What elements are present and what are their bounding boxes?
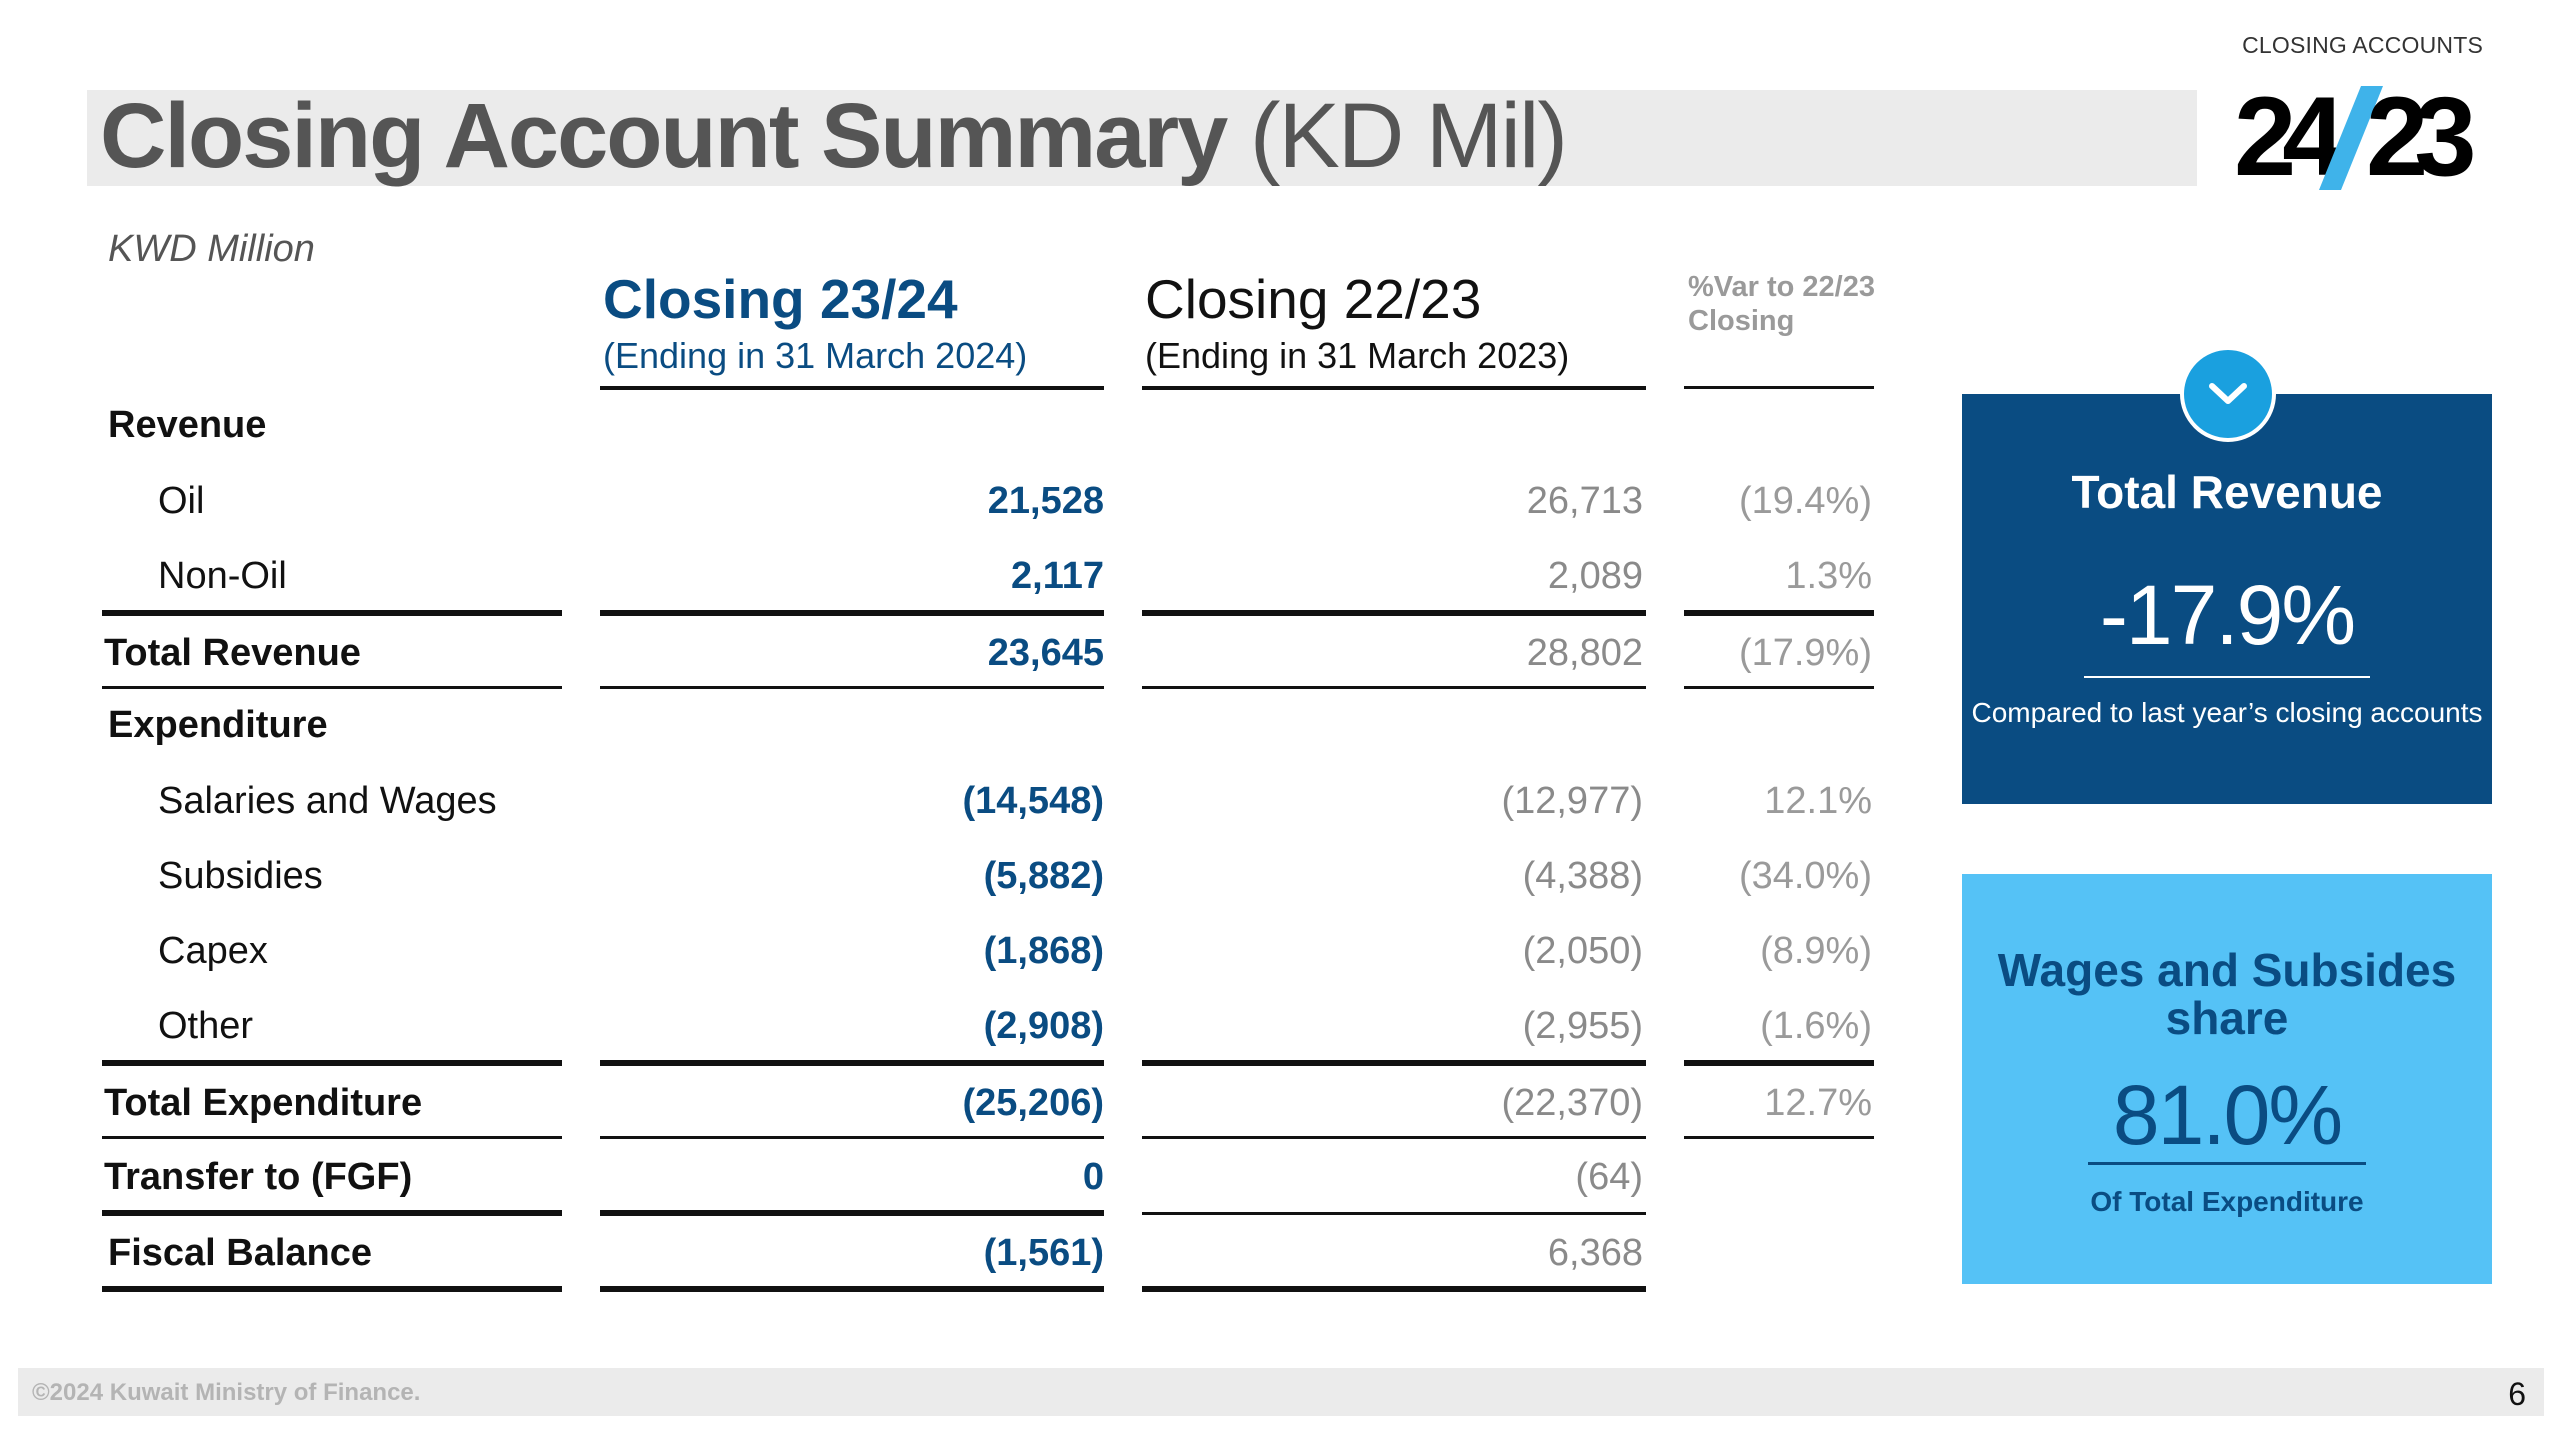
rule-below-total-expenditure — [1142, 1136, 1646, 1139]
rule-above-total-revenue — [1142, 610, 1646, 616]
rule-below-total-expenditure — [1684, 1136, 1874, 1139]
row-label-salaries: Salaries and Wages — [158, 780, 497, 822]
wages-share-card: Wages and Subsides share 81.0% Of Total … — [1962, 874, 2492, 1284]
cell-non-oil-current: 2,117 — [1011, 555, 1104, 597]
row-label-transfer: Transfer to (FGF) — [104, 1156, 413, 1198]
row-label-total-revenue: Total Revenue — [104, 632, 361, 674]
rule-below-total-revenue — [1684, 686, 1874, 689]
rule-above-total-expenditure — [1142, 1060, 1646, 1066]
total-revenue-card-caption: Compared to last year’s closing accounts — [1971, 697, 2483, 728]
page-title-unit: (KD Mil) — [1249, 85, 1568, 187]
header-rule-previous — [1142, 386, 1646, 390]
rule-above-fiscal-balance — [102, 1210, 562, 1216]
total-revenue-card: Total Revenue -17.9% Compared to last ye… — [1962, 394, 2492, 804]
rule-above-total-revenue — [1684, 610, 1874, 616]
rule-above-total-expenditure — [102, 1060, 562, 1066]
footer-band: ©2024 Kuwait Ministry of Finance. — [18, 1368, 2544, 1416]
page-number: 6 — [2508, 1376, 2526, 1412]
cell-salaries-variance: 12.1% — [1764, 780, 1872, 822]
row-label-revenue: Revenue — [108, 404, 267, 446]
copyright-notice: ©2024 Kuwait Ministry of Finance. — [32, 1379, 421, 1406]
logo-number-left: 24 — [2234, 74, 2345, 199]
cell-non-oil-previous: 2,089 — [1547, 555, 1643, 597]
rule-above-total-revenue — [600, 610, 1104, 616]
header-rule-current — [600, 386, 1104, 390]
table-unit-label: KWD Million — [108, 228, 315, 270]
rule-above-fiscal-balance — [600, 1210, 1104, 1216]
row-label-total-expenditure: Total Expenditure — [104, 1082, 423, 1124]
cell-capex-previous: (2,050) — [1522, 930, 1643, 972]
page-title-main: Closing Account Summary — [100, 85, 1228, 187]
total-revenue-card-title: Total Revenue — [2071, 466, 2383, 518]
rule-below-total-expenditure — [600, 1136, 1104, 1139]
row-label-capex: Capex — [158, 930, 268, 972]
header-rule-variance — [1684, 386, 1874, 389]
column-previous-subtitle: (Ending in 31 March 2023) — [1145, 335, 1570, 376]
cell-fiscal-balance-current: (1,561) — [983, 1232, 1104, 1274]
row-label-expenditure: Expenditure — [108, 704, 328, 746]
cell-total-revenue-variance: (17.9%) — [1738, 632, 1872, 674]
rule-above-total-expenditure — [600, 1060, 1104, 1066]
cell-salaries-current: (14,548) — [962, 780, 1104, 822]
wages-share-card-caption: Of Total Expenditure — [2090, 1186, 2364, 1217]
cell-total-revenue-current: 23,645 — [987, 632, 1104, 674]
rule-above-fiscal-balance — [1142, 1212, 1646, 1215]
cell-other-previous: (2,955) — [1522, 1005, 1643, 1047]
cell-salaries-previous: (12,977) — [1501, 780, 1643, 822]
section-kicker: CLOSING ACCOUNTS — [2242, 32, 2483, 58]
cell-total-revenue-previous: 28,802 — [1526, 632, 1643, 674]
column-current-subtitle: (Ending in 31 March 2024) — [603, 335, 1028, 376]
cell-transfer-current: 0 — [1082, 1156, 1104, 1198]
rule-above-total-revenue — [102, 610, 562, 616]
rule-bottom-fiscal-balance — [102, 1286, 562, 1292]
wages-share-card-divider — [2088, 1162, 2366, 1165]
cell-oil-current: 21,528 — [987, 480, 1104, 522]
cell-fiscal-balance-previous: 6,368 — [1547, 1232, 1643, 1274]
rule-bottom-fiscal-balance — [1142, 1286, 1646, 1292]
rule-below-total-expenditure — [102, 1136, 562, 1139]
column-current-title: Closing 23/24 — [603, 268, 958, 330]
cell-non-oil-variance: 1.3% — [1785, 555, 1872, 597]
brand-logo: 24 23 — [2234, 74, 2484, 199]
chevron-down-icon — [2209, 383, 2247, 404]
cell-capex-current: (1,868) — [983, 930, 1104, 972]
total-revenue-card-value: -17.9% — [2099, 568, 2356, 662]
cell-total-expenditure-previous: (22,370) — [1501, 1082, 1643, 1124]
cell-total-expenditure-current: (25,206) — [962, 1082, 1104, 1124]
column-header-current: Closing 23/24 (Ending in 31 March 2024) — [603, 268, 1027, 378]
total-revenue-card-divider — [2084, 676, 2370, 678]
rule-below-total-revenue — [600, 686, 1104, 689]
cell-transfer-previous: (64) — [1575, 1156, 1643, 1198]
wages-share-card-title: Wages and Subsides share — [1997, 944, 2457, 1044]
title-band — [87, 90, 2197, 186]
page-title: Closing Account Summary (KD Mil) — [100, 84, 1568, 188]
row-label-oil: Oil — [158, 480, 205, 522]
chevron-down-badge — [2180, 346, 2276, 442]
column-header-previous: Closing 22/23 (Ending in 31 March 2023) — [1145, 268, 1569, 378]
cell-subsidies-previous: (4,388) — [1522, 855, 1643, 897]
rule-bottom-fiscal-balance — [600, 1286, 1104, 1292]
column-variance-title: %Var to 22/23 Closing — [1688, 271, 1875, 337]
cell-subsidies-variance: (34.0%) — [1738, 855, 1872, 897]
cell-capex-variance: (8.9%) — [1760, 930, 1872, 972]
rule-below-total-revenue — [102, 686, 562, 689]
row-label-other: Other — [158, 1005, 254, 1047]
cell-oil-variance: (19.4%) — [1738, 480, 1872, 522]
row-label-subsidies: Subsidies — [158, 855, 323, 897]
column-previous-title: Closing 22/23 — [1145, 268, 1482, 330]
cell-subsidies-current: (5,882) — [983, 855, 1104, 897]
cell-total-expenditure-variance: 12.7% — [1764, 1082, 1872, 1124]
logo-number-right: 23 — [2366, 74, 2477, 199]
rule-above-total-expenditure — [1684, 1060, 1874, 1066]
row-label-non-oil: Non-Oil — [158, 555, 287, 597]
rule-below-total-revenue — [1142, 686, 1646, 689]
cell-other-current: (2,908) — [983, 1005, 1104, 1047]
row-label-fiscal-balance: Fiscal Balance — [108, 1232, 373, 1274]
cell-other-variance: (1.6%) — [1760, 1005, 1872, 1047]
cell-oil-previous: 26,713 — [1526, 480, 1643, 522]
wages-share-card-value: 81.0% — [2112, 1068, 2343, 1162]
